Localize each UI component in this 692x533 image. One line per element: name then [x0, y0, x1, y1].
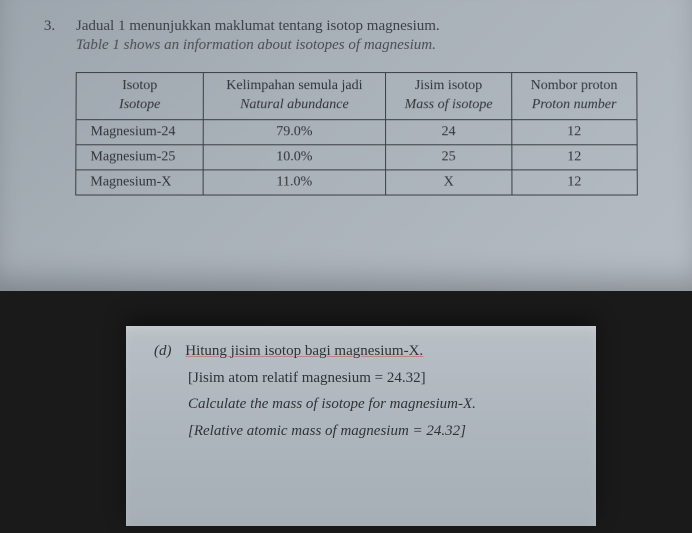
- col-isotope-header: Isotop Isotope: [76, 73, 203, 120]
- col-mass-header: Jisim isotop Mass of isotope: [385, 73, 511, 120]
- cell-mass: 24: [385, 119, 511, 144]
- isotope-table: Isotop Isotope Kelimpahan semula jadi Na…: [75, 72, 637, 195]
- col-abundance-header: Kelimpahan semula jadi Natural abundance: [203, 73, 385, 120]
- cell-proton: 12: [512, 170, 637, 195]
- part-d-malay-given: [Jisim atom relatif magnesium = 24.32]: [154, 367, 576, 390]
- cell-isotope: Magnesium-X: [76, 170, 203, 195]
- question-number: 3.: [44, 18, 55, 35]
- cell-isotope: Magnesium-25: [76, 145, 203, 170]
- cell-mass: 25: [385, 145, 511, 170]
- table-row: Magnesium-24 79.0% 24 12: [76, 119, 637, 144]
- part-d-english-given: [Relative atomic mass of magnesium = 24.…: [154, 420, 576, 443]
- table-header-row: Isotop Isotope Kelimpahan semula jadi Na…: [76, 73, 637, 120]
- part-d-english-prompt: Calculate the mass of isotope for magnes…: [154, 393, 576, 416]
- part-d-malay-prompt: Hitung jisim isotop bagi magnesium-X.: [185, 343, 423, 359]
- table-caption-english: Table 1 shows an information about isoto…: [68, 37, 652, 54]
- table-row: Magnesium-X 11.0% X 12: [76, 170, 637, 195]
- cell-isotope: Magnesium-24: [76, 119, 203, 144]
- cell-proton: 12: [512, 145, 637, 170]
- table-caption-malay: Jadual 1 menunjukkan maklumat tentang is…: [68, 18, 652, 35]
- cell-abundance: 10.0%: [203, 145, 385, 170]
- upper-page-scan: 3. Jadual 1 menunjukkan maklumat tentang…: [0, 0, 692, 291]
- part-d-line1: (d) Hitung jisim isotop bagi magnesium-X…: [154, 340, 576, 363]
- lower-page-scan: (d) Hitung jisim isotop bagi magnesium-X…: [126, 326, 596, 526]
- table-row: Magnesium-25 10.0% 25 12: [76, 145, 637, 170]
- cell-mass: X: [385, 170, 511, 195]
- cell-proton: 12: [512, 119, 637, 144]
- col-proton-header: Nombor proton Proton number: [512, 73, 637, 120]
- cell-abundance: 79.0%: [203, 119, 385, 144]
- cell-abundance: 11.0%: [203, 170, 385, 195]
- part-label: (d): [154, 343, 172, 359]
